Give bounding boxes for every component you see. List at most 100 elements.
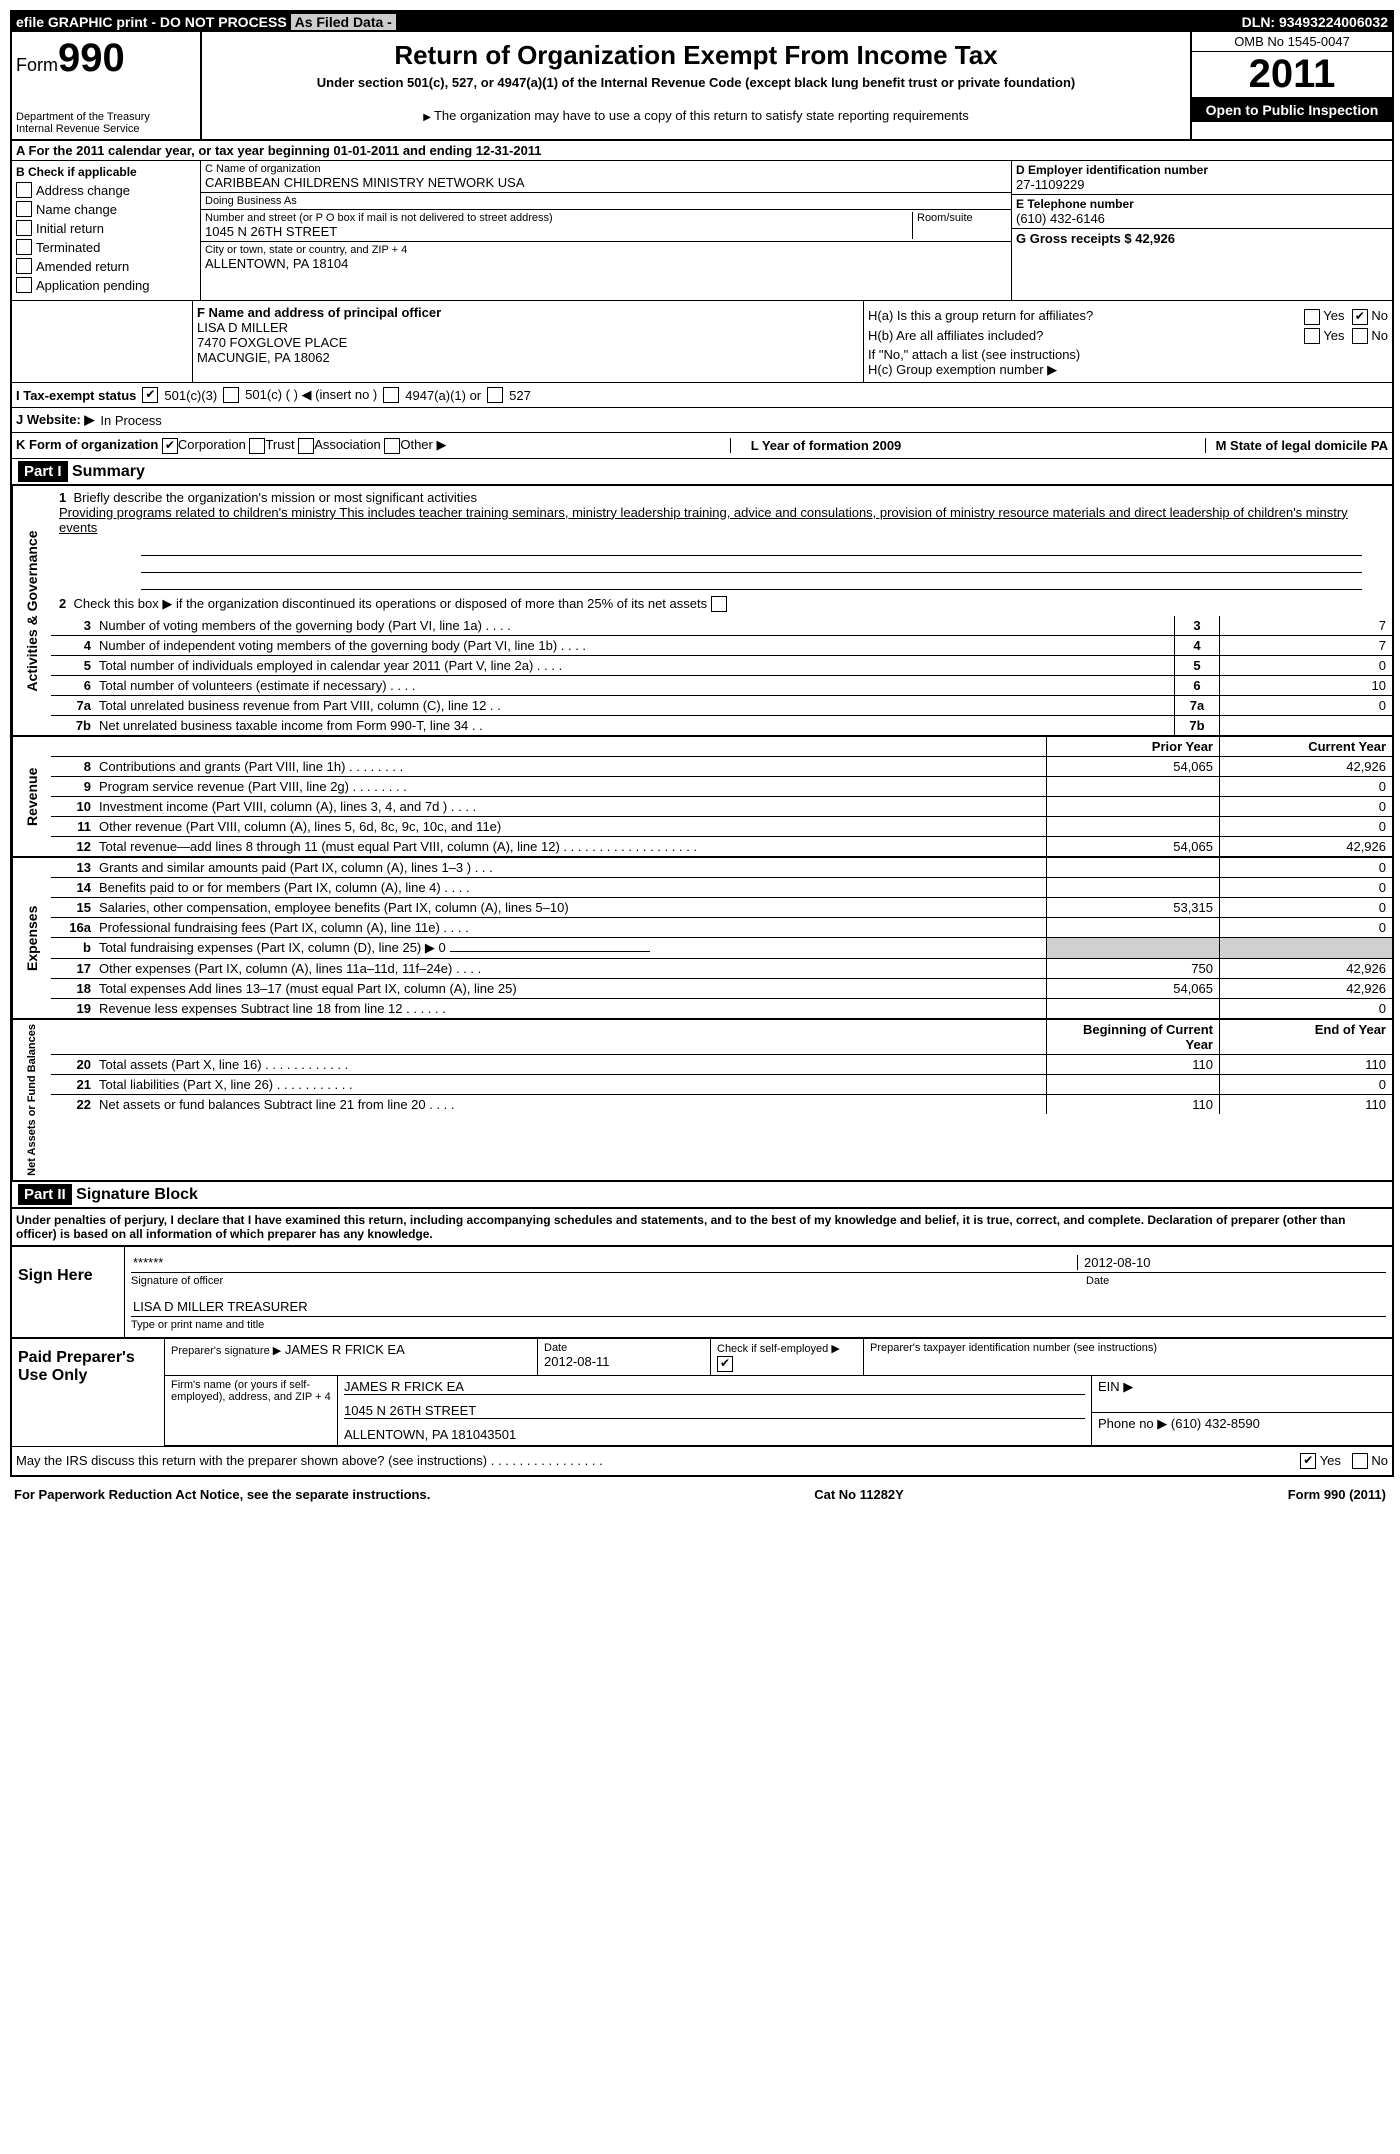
hb-no-checkbox[interactable] [1352, 328, 1368, 344]
expense-row: 16aProfessional fundraising fees (Part I… [51, 918, 1392, 938]
prior-year-header: Prior Year [1046, 737, 1219, 756]
form-number: Form990 [16, 36, 196, 81]
chk-corporation[interactable] [162, 438, 178, 454]
hc-label: H(c) Group exemption number ▶ [868, 362, 1388, 378]
declaration-text: Under penalties of perjury, I declare th… [12, 1209, 1392, 1247]
discuss-text: May the IRS discuss this return with the… [16, 1453, 603, 1470]
expenses-label: Expenses [12, 858, 51, 1018]
netassets-row: 20Total assets (Part X, line 16) . . . .… [51, 1055, 1392, 1075]
revenue-row: 12Total revenue—add lines 8 through 11 (… [51, 837, 1392, 856]
expense-row: 18Total expenses Add lines 13–17 (must e… [51, 979, 1392, 999]
c-name-label: C Name of organization [205, 163, 1007, 175]
irs-label: Internal Revenue Service [16, 123, 196, 135]
expense-row: 13Grants and similar amounts paid (Part … [51, 858, 1392, 878]
chk-terminated[interactable]: Terminated [16, 239, 196, 255]
hb-note: If "No," attach a list (see instructions… [868, 347, 1388, 362]
ha-no-checkbox[interactable] [1352, 309, 1368, 325]
part2-bar: Part II Signature Block [12, 1182, 1392, 1209]
begin-year-header: Beginning of Current Year [1046, 1020, 1219, 1054]
prep-sig-label: Preparer's signature ▶ [171, 1345, 281, 1357]
irs-discuss-row: May the IRS discuss this return with the… [12, 1446, 1392, 1476]
state-reporting-note: The organization may have to use a copy … [210, 108, 1182, 123]
governance-label: Activities & Governance [12, 486, 51, 736]
chk-501c3[interactable] [142, 387, 158, 403]
expense-row: 14Benefits paid to or for members (Part … [51, 878, 1392, 898]
dept-label: Department of the Treasury [16, 111, 196, 123]
paperwork-note: For Paperwork Reduction Act Notice, see … [14, 1487, 430, 1502]
mission-underline-3 [141, 575, 1362, 590]
chk-trust[interactable] [249, 438, 265, 454]
row-a-tax-year: A For the 2011 calendar year, or tax yea… [12, 141, 1392, 161]
gross-receipts: G Gross receipts $ 42,926 [1012, 229, 1392, 248]
firm-phone-label: Phone no ▶ [1098, 1416, 1167, 1431]
chk-initial-return[interactable]: Initial return [16, 220, 196, 236]
chk-name-change[interactable]: Name change [16, 201, 196, 217]
ha-label: H(a) Is this a group return for affiliat… [868, 308, 1093, 325]
hb-label: H(b) Are all affiliates included? [868, 328, 1043, 345]
part2-title: Signature Block [76, 1186, 198, 1203]
firm-label: Firm's name (or yours if self-employed),… [165, 1376, 338, 1445]
revenue-header-row: Prior Year Current Year [51, 737, 1392, 757]
sig-officer-label: Signature of officer [131, 1275, 1086, 1287]
top-bar-dln: DLN: 93493224006032 [1242, 14, 1388, 30]
gov-row: 5Total number of individuals employed in… [51, 656, 1392, 676]
chk-app-pending[interactable]: Application pending [16, 277, 196, 293]
revenue-section: Revenue Prior Year Current Year 8Contrib… [12, 737, 1392, 858]
prep-name: JAMES R FRICK EA [285, 1342, 405, 1357]
state-domicile: M State of legal domicile PA [1205, 438, 1388, 453]
street-label: Number and street (or P O box if mail is… [205, 212, 912, 224]
row-j-website: J Website: ▶ In Process [12, 408, 1392, 433]
sig-officer-date: 2012-08-10 [1077, 1255, 1384, 1270]
chk-address-change[interactable]: Address change [16, 182, 196, 198]
netassets-label: Net Assets or Fund Balances [12, 1020, 51, 1180]
sig-stars: ****** [133, 1255, 163, 1270]
hb-yes-checkbox[interactable] [1304, 328, 1320, 344]
ha-yes-checkbox[interactable] [1304, 309, 1320, 325]
expense-row: 17Other expenses (Part IX, column (A), l… [51, 959, 1392, 979]
sign-here-block: Sign Here ****** 2012-08-10 Signature of… [12, 1247, 1392, 1339]
chk-amended[interactable]: Amended return [16, 258, 196, 274]
form-footer: Form 990 (2011) [1288, 1487, 1386, 1502]
part1-header: Part I [18, 461, 68, 482]
firm-phone: (610) 432-8590 [1171, 1416, 1260, 1431]
phone-label: E Telephone number [1016, 197, 1388, 211]
b-label: B Check if applicable [16, 165, 196, 179]
netassets-header-row: Beginning of Current Year End of Year [51, 1020, 1392, 1055]
form-subtitle: Under section 501(c), 527, or 4947(a)(1)… [210, 75, 1182, 90]
header-left: Form990 Department of the Treasury Inter… [12, 32, 202, 139]
current-year-header: Current Year [1219, 737, 1392, 756]
sig-date-label: Date [1086, 1275, 1386, 1287]
website-value: In Process [100, 413, 161, 428]
column-d-identifiers: D Employer identification number 27-1109… [1011, 161, 1392, 300]
chk-self-employed[interactable] [717, 1356, 733, 1372]
chk-discontinued[interactable] [711, 596, 727, 612]
chk-association[interactable] [298, 438, 314, 454]
org-name: CARIBBEAN CHILDRENS MINISTRY NETWORK USA [205, 175, 1007, 190]
gov-row: 7aTotal unrelated business revenue from … [51, 696, 1392, 716]
discuss-no-checkbox[interactable] [1352, 1453, 1368, 1469]
netassets-row: 22Net assets or fund balances Subtract l… [51, 1095, 1392, 1114]
ein-label: D Employer identification number [1016, 163, 1388, 177]
firm-name: JAMES R FRICK EA [344, 1379, 1085, 1395]
row-k-form-org: K Form of organization Corporation Trust… [12, 433, 1392, 459]
sig-name-title: LISA D MILLER TREASURER [133, 1299, 308, 1314]
ein-value: 27-1109229 [1016, 177, 1388, 192]
gov-row: 4Number of independent voting members of… [51, 636, 1392, 656]
chk-other[interactable] [384, 438, 400, 454]
revenue-label: Revenue [12, 737, 51, 856]
chk-527[interactable] [487, 387, 503, 403]
part2-header: Part II [18, 1184, 72, 1205]
chk-4947[interactable] [383, 387, 399, 403]
form-title: Return of Organization Exempt From Incom… [210, 40, 1182, 71]
preparer-block: Paid Preparer's Use Only Preparer's sign… [12, 1339, 1392, 1446]
chk-501c[interactable] [223, 387, 239, 403]
gov-row: 6Total number of volunteers (estimate if… [51, 676, 1392, 696]
expense-row: 15Salaries, other compensation, employee… [51, 898, 1392, 918]
netassets-section: Net Assets or Fund Balances Beginning of… [12, 1020, 1392, 1182]
officer-addr1: 7470 FOXGLOVE PLACE [197, 335, 859, 350]
discuss-yes-checkbox[interactable] [1300, 1453, 1316, 1469]
ptin-label: Preparer's taxpayer identification numbe… [870, 1342, 1386, 1354]
city-value: ALLENTOWN, PA 18104 [205, 256, 1007, 271]
top-bar: efile GRAPHIC print - DO NOT PROCESS As … [12, 12, 1392, 32]
col-f-spacer [12, 301, 193, 382]
